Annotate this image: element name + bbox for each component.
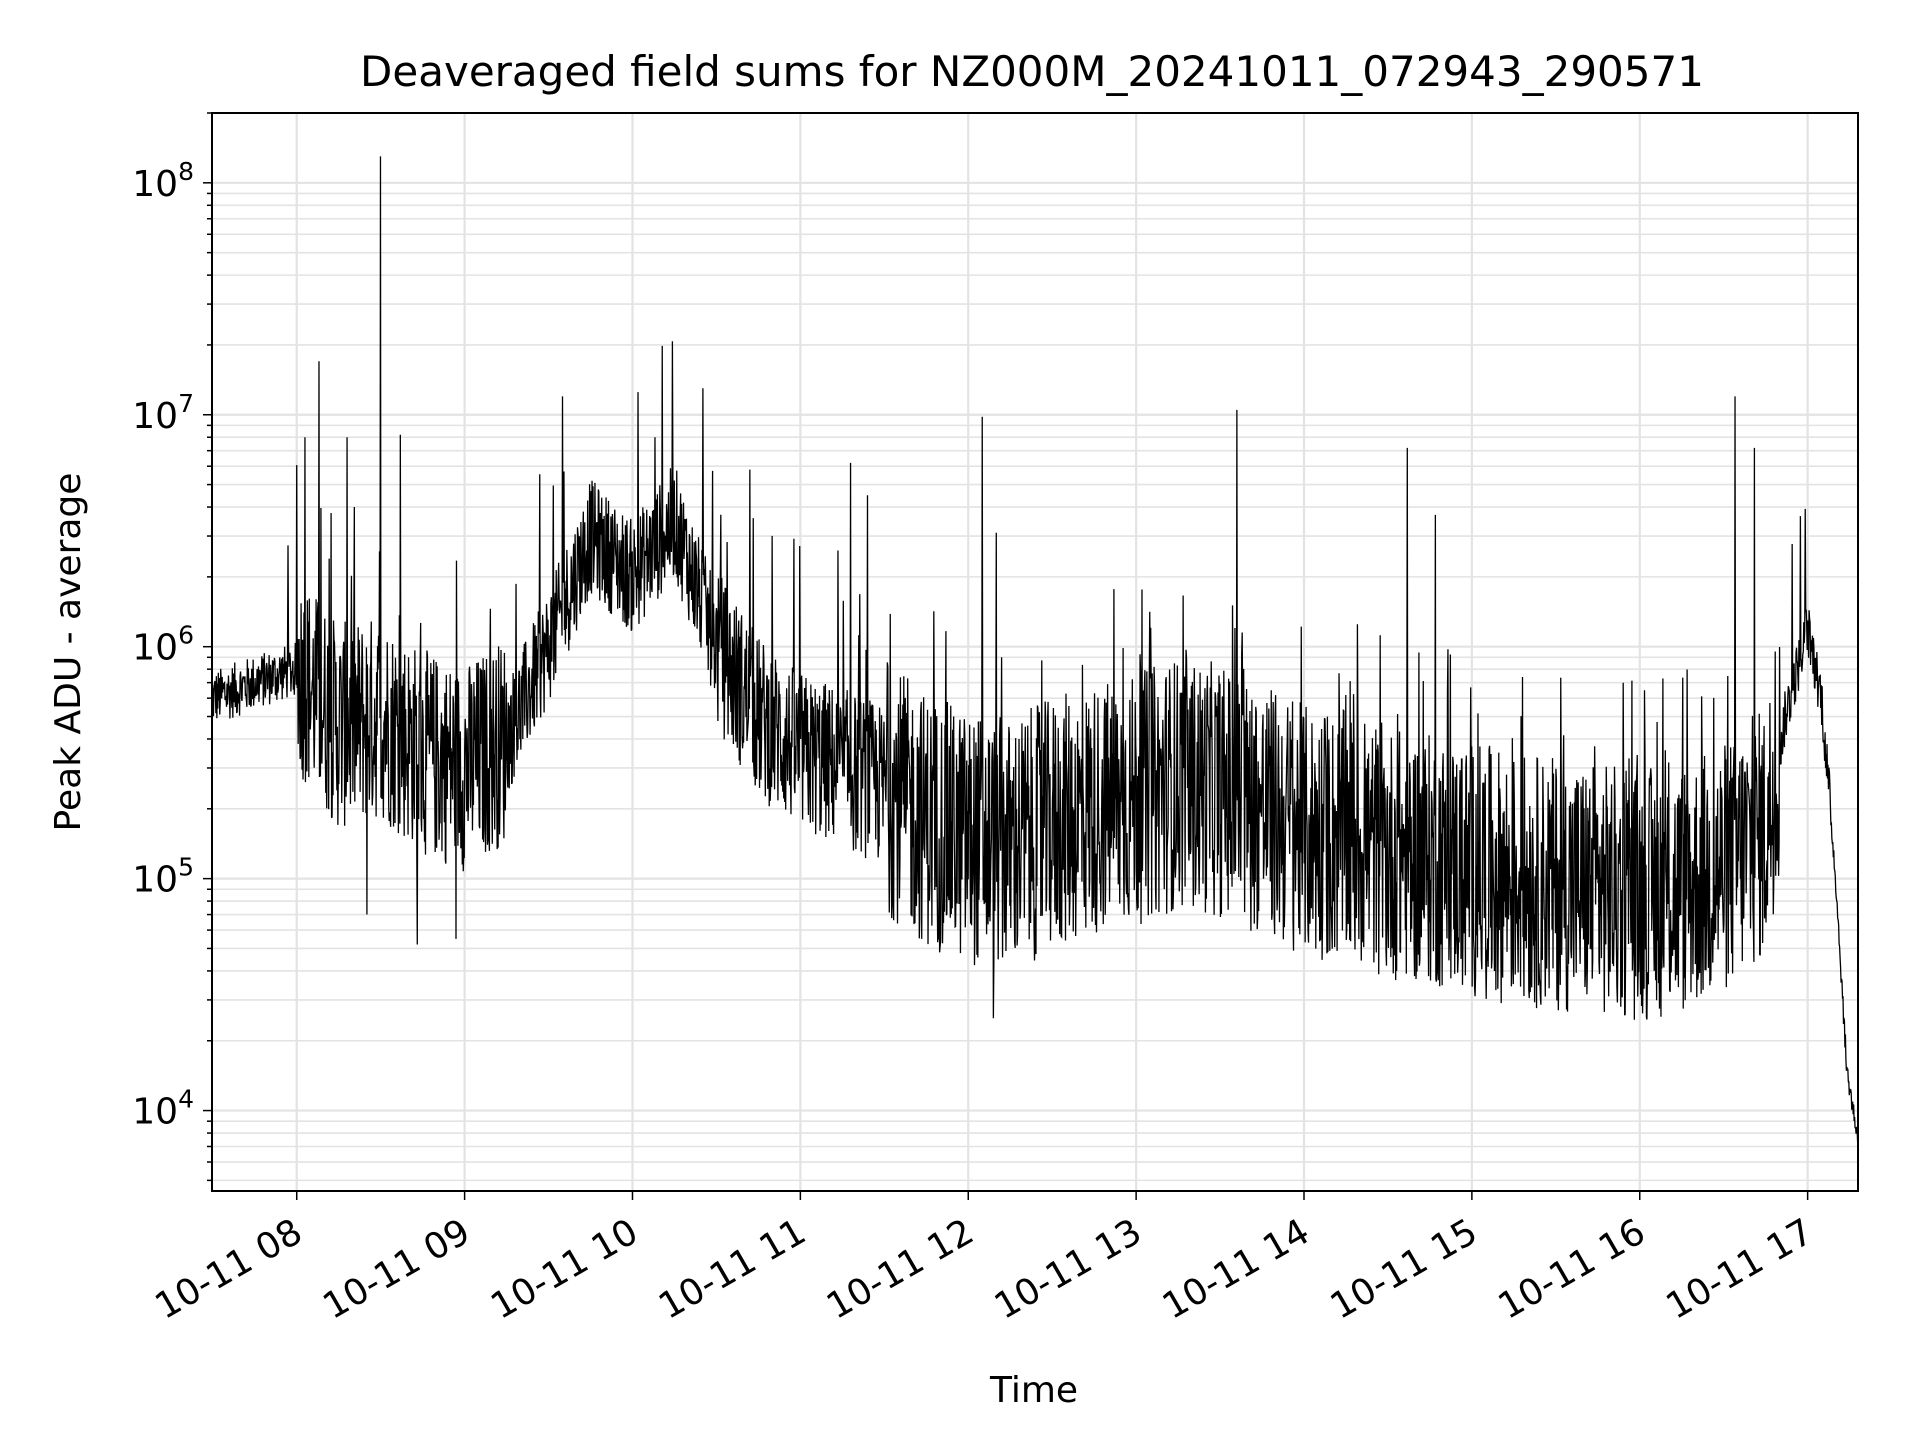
x-axis-label: Time — [989, 1370, 1078, 1411]
y-tick-label: 105 — [132, 853, 194, 901]
series-line — [211, 156, 1859, 1151]
y-tick-label: 108 — [132, 157, 194, 205]
y-tick-label: 107 — [132, 389, 194, 437]
y-tick-label: 104 — [132, 1085, 194, 1133]
y-axis-label: Peak ADU - average — [48, 473, 89, 832]
chart-title: Deaveraged field sums for NZ000M_2024101… — [360, 47, 1704, 96]
y-axis: 104 105 106 107 108 — [132, 112, 212, 1182]
plot-frame — [211, 112, 1859, 1192]
series-line-group — [211, 156, 1859, 1151]
y-tick-label: 106 — [132, 621, 194, 669]
